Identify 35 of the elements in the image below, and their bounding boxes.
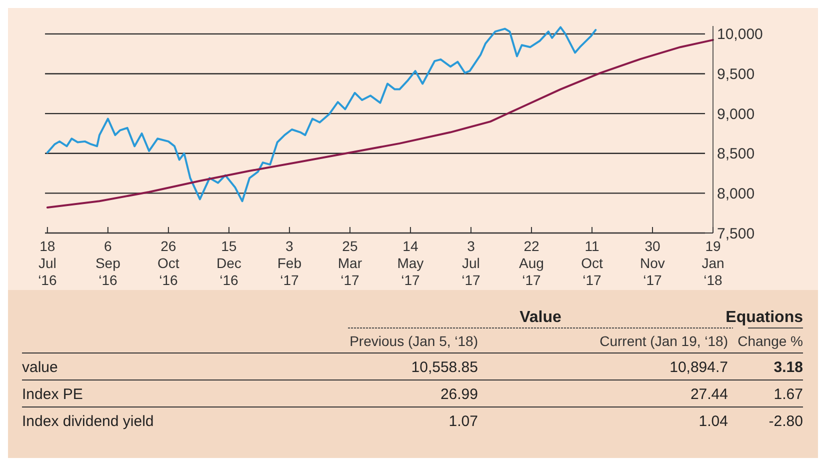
x-tick-label: 26 Oct ‘16: [158, 238, 180, 288]
x-tick-label: 18 Jul ‘16: [38, 238, 57, 288]
text: 3.18: [774, 359, 803, 376]
x-tick-label: 6 Sep ‘16: [95, 238, 121, 288]
line-series: [46, 38, 714, 209]
y-tick-label: 8,000: [717, 185, 755, 202]
text: Change %: [738, 333, 803, 349]
x-tick-label: 22 Aug ‘17: [519, 238, 544, 288]
text: 1.04: [698, 413, 728, 430]
text: Previous (Jan 5, ‘18): [350, 333, 478, 349]
y-tick-label: 10,000: [717, 26, 763, 44]
text: -2.80: [768, 413, 803, 430]
text: 1.67: [774, 386, 803, 403]
text: 10,558.85: [411, 359, 478, 376]
x-tick-label: 25 Mar ‘17: [338, 238, 362, 288]
text: 10,894.7: [670, 359, 728, 376]
text: Value: [520, 309, 562, 326]
x-tick-label: 15 Dec ‘16: [216, 238, 242, 288]
text: 1.07: [448, 413, 478, 430]
y-tick-label: 9,500: [717, 66, 755, 84]
x-tick-label: 30 Nov ‘17: [640, 238, 665, 288]
x-tick-label: 14 May ‘17: [397, 238, 424, 288]
text: 27.44: [690, 386, 728, 403]
text: 26.99: [440, 386, 478, 403]
text: Equations: [726, 309, 804, 326]
y-tick-label: 9,000: [717, 106, 755, 123]
x-tick-label: 11 Oct ‘17: [581, 238, 603, 288]
text: Current (Jan 19, ‘18): [600, 333, 728, 349]
x-tick-label: 3 Jul ‘17: [462, 238, 481, 288]
x-tick-label: 3 Feb ‘17: [277, 238, 302, 288]
text: Index dividend yield: [22, 413, 154, 430]
line-series: [46, 26, 597, 202]
y-tick-label: 8,500: [717, 146, 755, 163]
text: Index PE: [22, 386, 83, 403]
text: value: [22, 359, 58, 376]
